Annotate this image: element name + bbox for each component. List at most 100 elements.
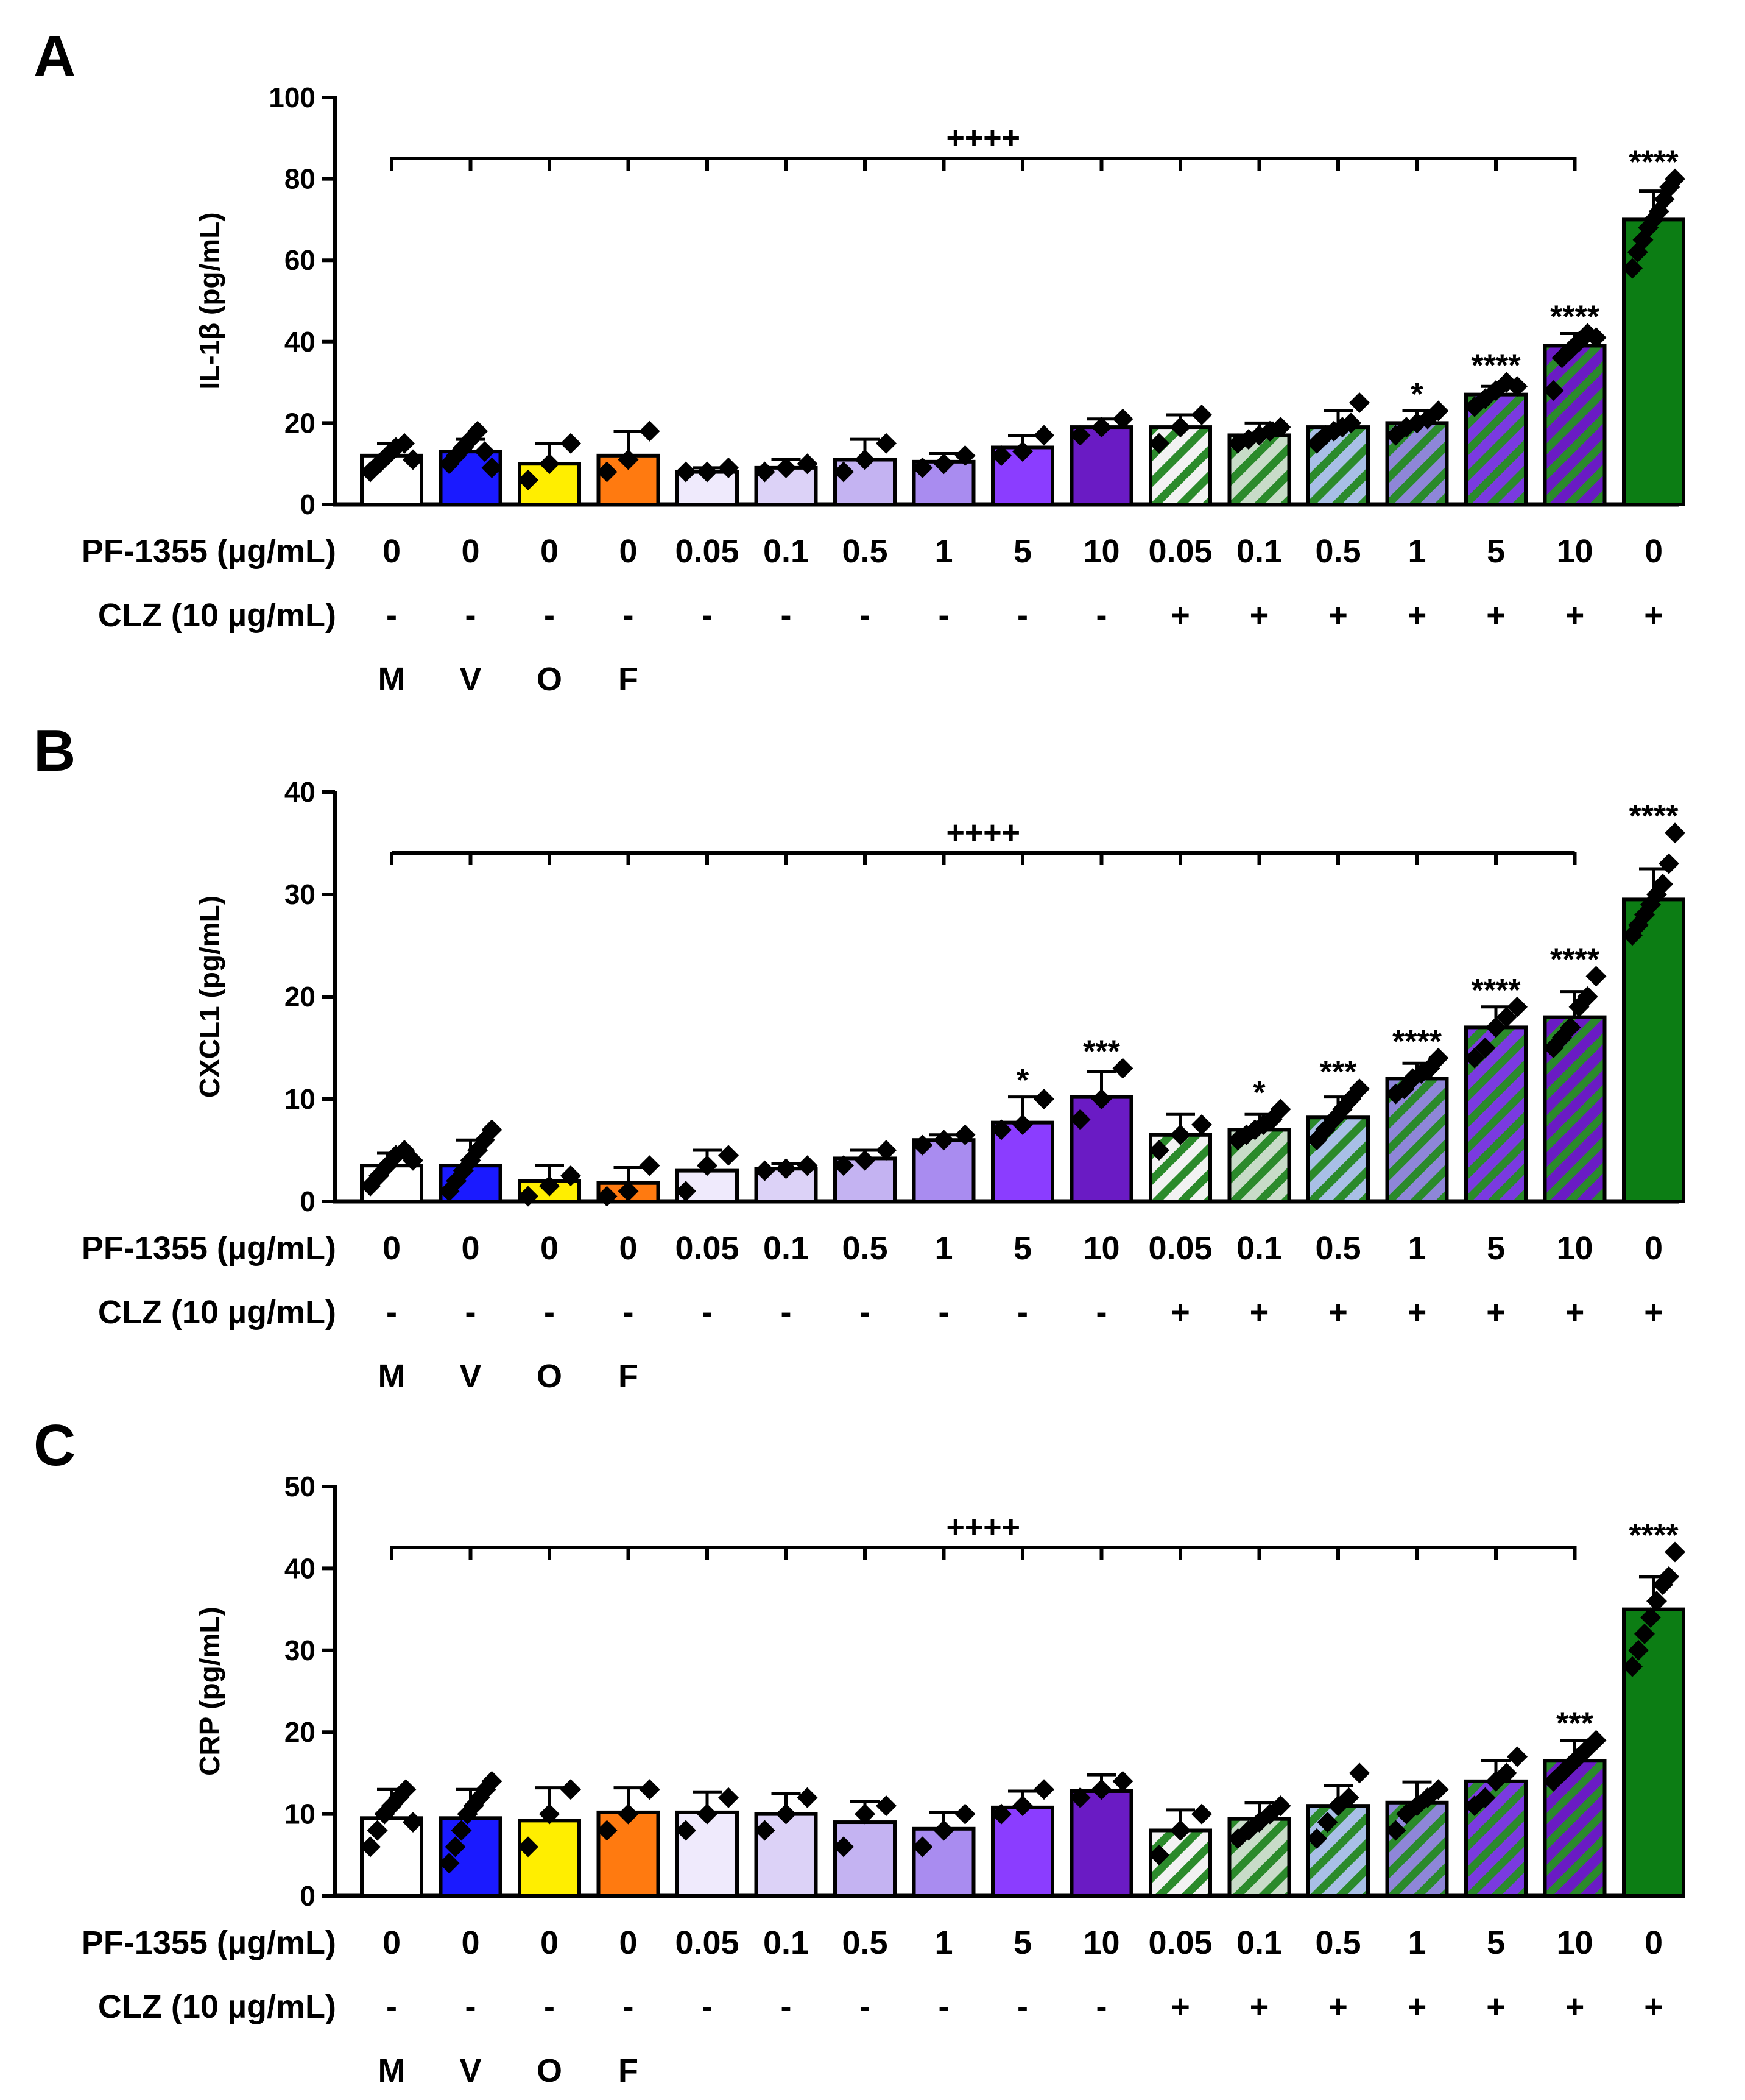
clz-value: - xyxy=(1017,1989,1028,2025)
pf-value: 10 xyxy=(1083,533,1119,570)
pf-value: 10 xyxy=(1556,533,1593,570)
data-point xyxy=(1585,966,1607,987)
bar xyxy=(1622,1607,1685,1898)
bracket-label: ++++ xyxy=(947,121,1020,156)
data-point xyxy=(467,420,488,442)
group-label: V xyxy=(459,1358,481,1395)
pf-value: 0 xyxy=(540,1230,559,1267)
data-point xyxy=(855,449,875,470)
pf-value: 0 xyxy=(1645,1925,1663,1961)
clz-value: - xyxy=(386,1989,397,2025)
data-point xyxy=(639,1155,660,1176)
bracket-label: ++++ xyxy=(947,1510,1020,1545)
clz-value: - xyxy=(702,597,713,634)
pf-value: 10 xyxy=(1556,1925,1593,1961)
data-point xyxy=(445,1836,466,1858)
data-point xyxy=(1634,1623,1655,1644)
significance-label: **** xyxy=(1550,299,1600,334)
y-tick-label: 80 xyxy=(284,163,316,195)
y-tick-label: 50 xyxy=(284,1471,316,1502)
data-point xyxy=(403,449,423,470)
clz-row-label: CLZ (10 µg/mL) xyxy=(98,1294,336,1331)
group-label: M xyxy=(378,661,406,698)
pf-value: 0 xyxy=(382,1230,401,1267)
pf-value: 0.1 xyxy=(763,533,809,570)
clz-value: + xyxy=(1408,597,1427,634)
pf-value: 0 xyxy=(619,1230,637,1267)
significance-label: * xyxy=(1253,1075,1266,1111)
significance-label: **** xyxy=(1629,1518,1679,1554)
data-point xyxy=(1112,1058,1133,1079)
clz-value: + xyxy=(1644,1989,1663,2025)
data-point xyxy=(451,1820,472,1841)
data-point xyxy=(797,1155,818,1176)
clz-value: - xyxy=(544,1294,555,1331)
data-point xyxy=(1070,1787,1091,1808)
data-point xyxy=(797,453,818,475)
y-axis-label: CXCL1 (pg/mL) xyxy=(194,896,225,1098)
clz-value: + xyxy=(1486,597,1506,634)
pf-value: 0.05 xyxy=(1148,1230,1212,1267)
pf-value: 0 xyxy=(382,533,401,570)
data-point xyxy=(1091,417,1112,438)
pf-value: 0 xyxy=(619,1925,637,1961)
data-point xyxy=(518,469,538,490)
panel-letter: A xyxy=(33,24,76,89)
data-point xyxy=(1646,1591,1667,1612)
data-point xyxy=(1012,1114,1033,1135)
clz-value: - xyxy=(939,597,950,634)
y-axis-label: IL-1β (pg/mL) xyxy=(194,212,225,389)
data-point xyxy=(1149,433,1169,454)
pf-value: 0.05 xyxy=(1148,533,1212,570)
clz-value: - xyxy=(859,1294,870,1331)
data-point xyxy=(876,1795,897,1817)
clz-value: + xyxy=(1250,1294,1269,1331)
data-point xyxy=(855,1150,875,1171)
data-point xyxy=(1428,400,1449,422)
pf-value: 10 xyxy=(1083,1230,1119,1267)
data-point xyxy=(754,1820,775,1841)
clz-row-label: CLZ (10 µg/mL) xyxy=(98,1989,336,2025)
data-point xyxy=(639,420,660,442)
data-point xyxy=(954,445,976,466)
y-tick-label: 40 xyxy=(284,776,316,808)
pf-value: 0.05 xyxy=(675,1925,739,1961)
data-point xyxy=(718,1787,739,1808)
clz-value: + xyxy=(1486,1989,1506,2025)
panel-letter: C xyxy=(33,1413,76,1478)
data-point xyxy=(1012,1795,1033,1817)
data-point xyxy=(1507,996,1528,1017)
data-point xyxy=(1665,822,1685,844)
data-point xyxy=(697,1803,717,1825)
pf-value: 10 xyxy=(1556,1230,1593,1267)
data-point xyxy=(1385,1820,1406,1841)
pf-value: 0.1 xyxy=(1236,1925,1282,1961)
group-label: F xyxy=(618,1358,638,1395)
data-point xyxy=(1486,1017,1506,1038)
data-point xyxy=(933,453,954,475)
clz-value: + xyxy=(1565,1989,1585,2025)
data-point xyxy=(1475,1038,1496,1058)
data-point xyxy=(775,1803,797,1825)
data-point xyxy=(876,433,897,454)
data-point xyxy=(933,1820,954,1841)
pf-value: 1 xyxy=(934,533,953,570)
clz-value: + xyxy=(1408,1989,1427,2025)
pf-value: 5 xyxy=(1014,1925,1032,1961)
data-point xyxy=(833,461,854,483)
data-point xyxy=(403,1150,423,1171)
y-axis-label: CRP (pg/mL) xyxy=(194,1607,225,1776)
clz-value: - xyxy=(1017,597,1028,634)
data-point xyxy=(518,1836,538,1858)
clz-value: - xyxy=(781,597,792,634)
group-label: M xyxy=(378,1358,406,1395)
clz-value: + xyxy=(1565,1294,1585,1331)
data-point xyxy=(481,1770,502,1792)
pf-value: 1 xyxy=(1408,1925,1426,1961)
data-point xyxy=(518,1186,538,1207)
data-point xyxy=(560,1165,581,1186)
data-point xyxy=(1507,1746,1528,1767)
data-point xyxy=(1170,417,1191,438)
